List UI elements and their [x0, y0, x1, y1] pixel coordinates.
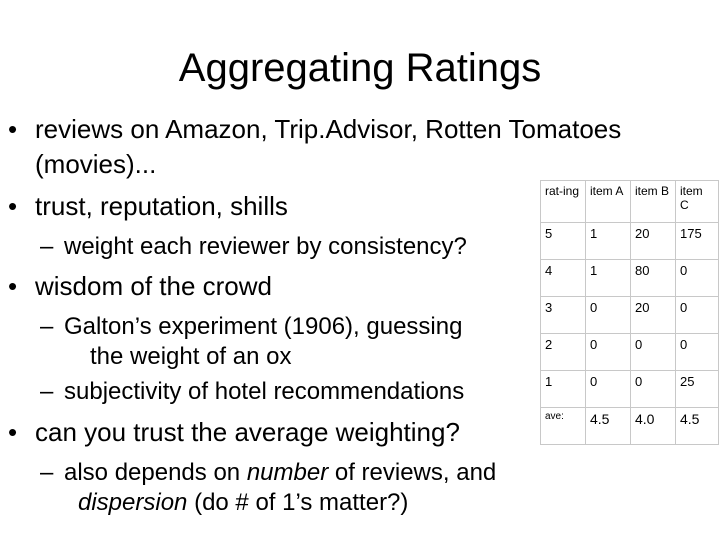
cell: 0 — [675, 259, 719, 297]
cell: 1 — [585, 259, 631, 297]
table-row: 4 1 80 0 — [540, 259, 719, 297]
cell: ave: — [540, 407, 586, 445]
cell: 2 — [540, 333, 586, 371]
sub-bullet: weight each reviewer by consistency? — [40, 232, 564, 262]
cell: 0 — [585, 370, 631, 408]
table-row: 5 1 20 175 — [540, 222, 719, 260]
bullet: trust, reputation, shills — [8, 189, 535, 224]
header-cell: rat-ing — [540, 180, 586, 223]
text-segment: number — [246, 459, 329, 486]
cell: 4.5 — [675, 407, 719, 445]
cell: 0 — [585, 333, 631, 371]
text-segment: of reviews, and — [328, 459, 497, 486]
bullet: reviews on Amazon, Trip.Advisor, Rotten … — [8, 112, 625, 182]
cell: 4.5 — [585, 407, 631, 445]
cell: 0 — [675, 333, 719, 371]
cell: 0 — [675, 296, 719, 334]
cell: 20 — [630, 222, 676, 260]
bullet: wisdom of the crowd — [8, 269, 535, 304]
text-segment: weight each reviewer by consistency? — [64, 233, 467, 260]
slide-title: Aggregating Ratings — [178, 46, 542, 90]
cell: 3 — [540, 296, 586, 334]
text-segment: dispersion — [78, 489, 188, 516]
cell: 4 — [540, 259, 586, 297]
cell: 25 — [675, 370, 719, 408]
header-cell: item C — [675, 180, 719, 223]
header-cell: item A — [585, 180, 631, 223]
sub-bullet: Galton’s experiment (1906), guessing the… — [40, 312, 490, 372]
bullet: can you trust the average weighting? — [8, 415, 635, 450]
table-row: ave: 4.5 4.0 4.5 — [540, 407, 719, 445]
table-row: 3 0 20 0 — [540, 296, 719, 334]
cell: 20 — [630, 296, 676, 334]
cell: 175 — [675, 222, 719, 260]
cell: 4.0 — [630, 407, 676, 445]
cell: 0 — [630, 370, 676, 408]
cell: 1 — [585, 222, 631, 260]
cell: 80 — [630, 259, 676, 297]
text-segment: (do # of 1’s matter?) — [187, 489, 409, 516]
header-cell: item B — [630, 180, 676, 223]
sub-bullet: also depends on number of reviews, and d… — [40, 458, 548, 518]
sub-bullet: subjectivity of hotel recommendations — [40, 377, 564, 407]
cell: 0 — [585, 296, 631, 334]
text-segment: subjectivity of hotel recommendations — [64, 378, 465, 405]
table-row: 1 0 0 25 — [540, 370, 719, 408]
cell: 5 — [540, 222, 586, 260]
text-segment: also depends on — [64, 459, 247, 486]
cell: 1 — [540, 370, 586, 408]
cell: 0 — [630, 333, 676, 371]
table-body: 5 1 20 175 4 1 80 0 3 0 20 0 2 0 0 0 1 0 0 25 ave: 4.5 4.0 4.5 — [540, 222, 719, 445]
text-segment: Galton’s experiment (1906), guessing the… — [64, 313, 463, 370]
